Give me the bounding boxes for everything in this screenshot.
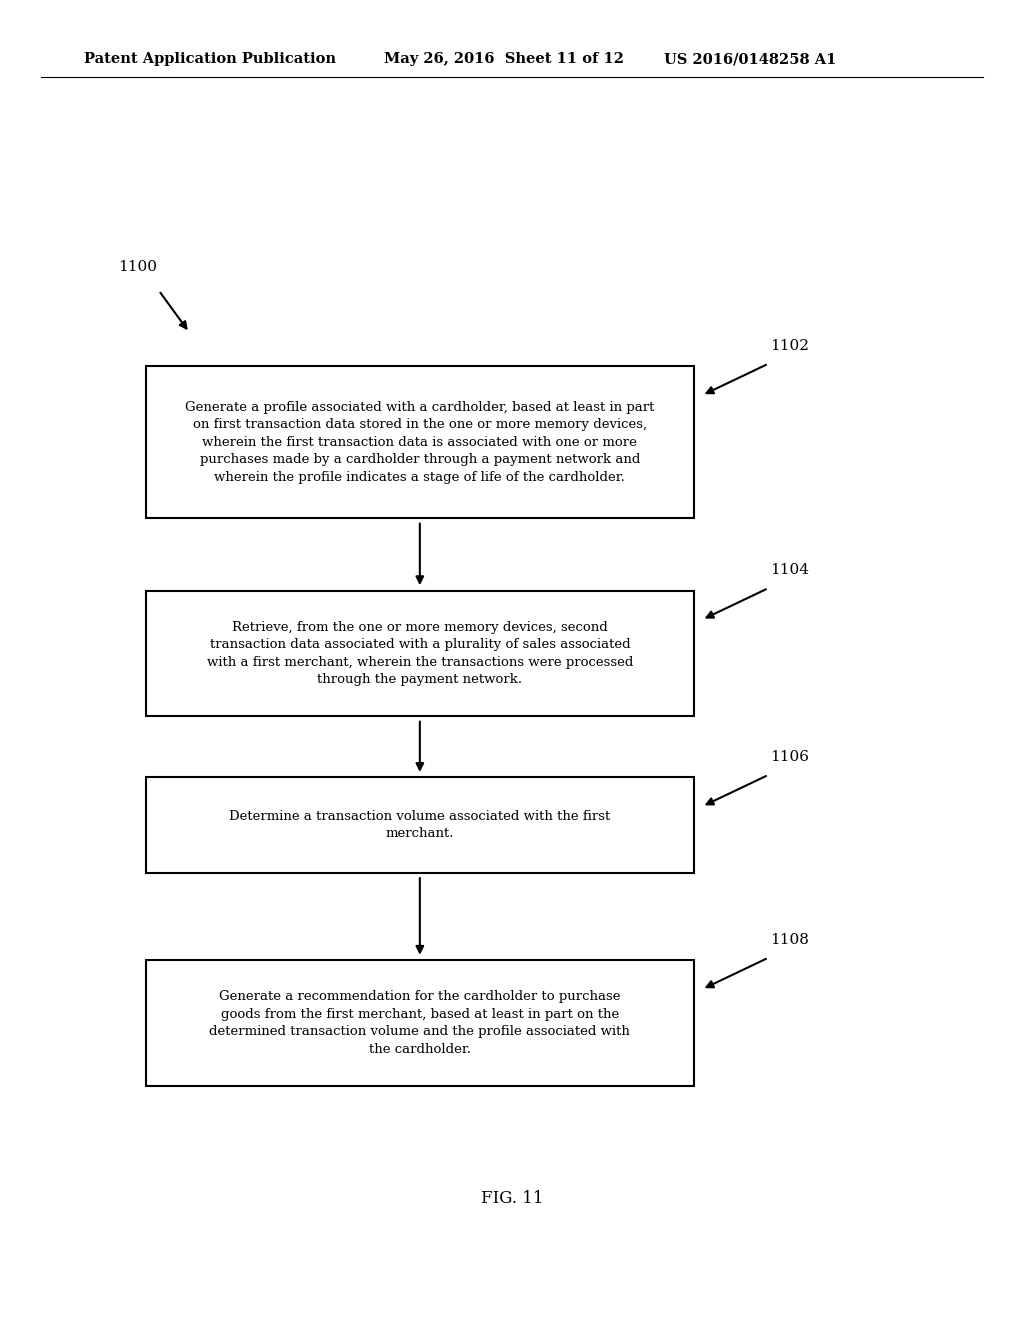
- Text: FIG. 11: FIG. 11: [480, 1191, 544, 1206]
- Bar: [145, 777, 694, 873]
- Text: 1102: 1102: [770, 339, 810, 352]
- Text: US 2016/0148258 A1: US 2016/0148258 A1: [664, 53, 836, 66]
- Text: Generate a recommendation for the cardholder to purchase
goods from the first me: Generate a recommendation for the cardho…: [209, 990, 631, 1056]
- Text: May 26, 2016  Sheet 11 of 12: May 26, 2016 Sheet 11 of 12: [384, 53, 624, 66]
- Text: Retrieve, from the one or more memory devices, second
transaction data associate: Retrieve, from the one or more memory de…: [207, 620, 633, 686]
- Text: 1104: 1104: [770, 564, 810, 578]
- Text: 1106: 1106: [770, 750, 810, 764]
- Text: Generate a profile associated with a cardholder, based at least in part
on first: Generate a profile associated with a car…: [185, 401, 654, 483]
- Bar: [145, 961, 694, 1085]
- Bar: [145, 366, 694, 517]
- Text: Determine a transaction volume associated with the first
merchant.: Determine a transaction volume associate…: [229, 809, 610, 841]
- Text: 1100: 1100: [118, 260, 157, 273]
- Text: 1108: 1108: [770, 933, 809, 948]
- Bar: [145, 591, 694, 715]
- Text: Patent Application Publication: Patent Application Publication: [84, 53, 336, 66]
